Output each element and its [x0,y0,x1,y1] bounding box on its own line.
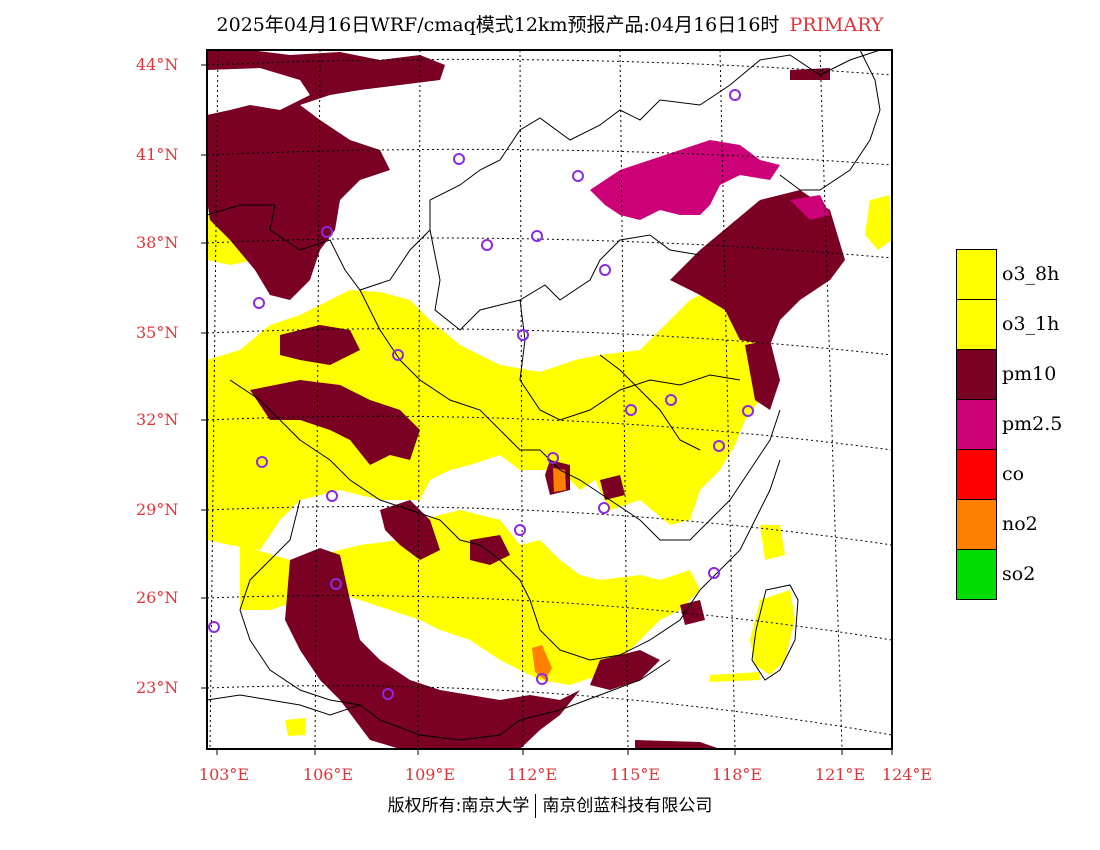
lat-label: 29°N [136,500,179,519]
legend-label: o3_8h [1002,263,1060,285]
legend-swatch [956,499,997,550]
lat-label: 26°N [136,588,179,607]
no2-field [532,468,566,680]
province-boundaries [207,50,881,741]
lon-label: 118°E [711,765,763,784]
legend-swatch [956,349,997,400]
copyright-footer: 版权所有:南京大学 南京创蓝科技有限公司 [0,791,1100,818]
copyright-right: 南京创蓝科技有限公司 [542,796,713,816]
legend-swatch [956,299,997,350]
legend-label: pm10 [1002,363,1057,385]
footer-divider [535,794,537,818]
pm25-field [590,140,830,220]
copyright-left: 版权所有:南京大学 [387,796,530,816]
lon-label: 124°E [881,765,933,784]
legend-swatch [956,449,997,500]
legend-swatch [956,549,997,600]
map-frame [206,49,893,750]
title-text: 2025年04月16日WRF/cmaq模式12km预报产品:04月16日16时 [216,14,780,36]
lat-label: 38°N [136,233,179,252]
tick-marks [201,64,893,755]
lon-label: 109°E [404,765,456,784]
legend-label: o3_1h [1002,313,1060,335]
graticule [207,50,892,749]
lat-label: 35°N [136,323,179,342]
lat-label: 23°N [136,678,179,697]
lon-label: 106°E [302,765,354,784]
lat-label: 41°N [136,145,179,164]
legend-label: co [1002,463,1025,485]
legend-label: so2 [1002,563,1036,585]
monitoring-stations [208,89,754,700]
lon-label: 112°E [506,765,558,784]
title-tag: PRIMARY [789,14,884,36]
lon-label: 103°E [198,765,250,784]
lat-label: 32°N [136,410,179,429]
legend-label: no2 [1002,513,1038,535]
lon-label: 115°E [609,765,661,784]
legend-swatch [956,399,997,450]
map-title: 2025年04月16日WRF/cmaq模式12km预报产品:04月16日16时 P… [0,10,1100,37]
legend-label: pm2.5 [1002,413,1063,435]
lat-label: 44°N [136,55,179,74]
legend-swatch [956,249,997,300]
lon-label: 121°E [814,765,866,784]
